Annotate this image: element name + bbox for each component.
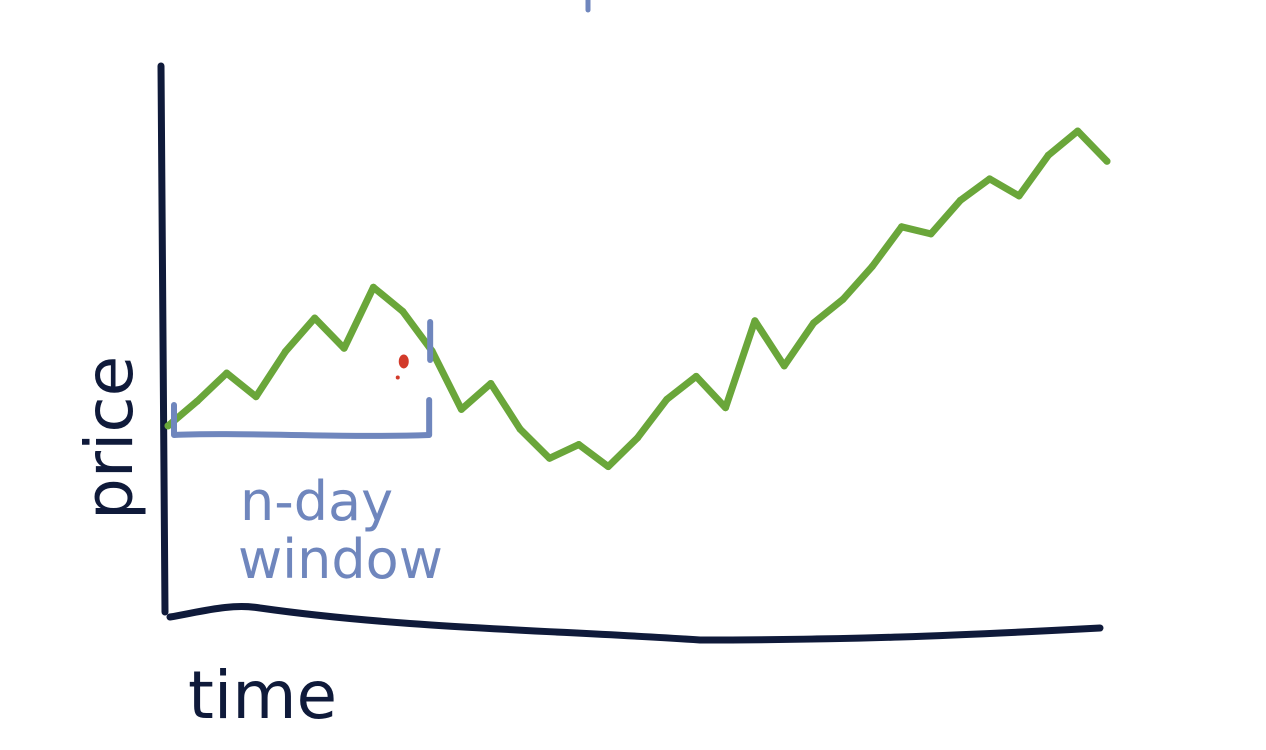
price-point	[810, 319, 818, 327]
x-axis-label: time	[188, 657, 337, 734]
window-label-line-2: window	[238, 528, 443, 591]
price-point	[1044, 151, 1052, 159]
price-point	[252, 393, 260, 401]
price-point	[780, 362, 788, 370]
price-point	[281, 348, 289, 356]
price-series-line	[164, 127, 1111, 471]
price-point	[634, 434, 641, 442]
price-point	[223, 369, 231, 377]
price-point	[369, 283, 377, 291]
price-point	[575, 441, 583, 449]
y-axis	[157, 62, 169, 616]
price-point	[986, 175, 994, 183]
series-layer	[164, 127, 1111, 471]
price-point	[868, 262, 876, 270]
price-point	[1103, 157, 1111, 165]
x-axis	[166, 603, 1104, 644]
y-axis-label: price	[71, 356, 148, 520]
price-point	[311, 314, 319, 322]
price-point	[340, 344, 348, 352]
price-point	[927, 230, 935, 238]
price-point	[956, 196, 964, 204]
price-point	[457, 405, 465, 413]
price-point	[164, 422, 172, 430]
price-point	[1074, 127, 1082, 135]
n-day-window	[171, 319, 434, 439]
price-point	[839, 295, 847, 303]
window-bracket	[171, 397, 433, 439]
price-point	[663, 395, 671, 403]
window-label-line-1: n-day	[240, 470, 393, 533]
price-point	[604, 463, 612, 471]
price-point	[193, 397, 201, 405]
window-end-marker	[398, 354, 409, 369]
price-point	[516, 425, 524, 433]
price-point	[751, 317, 759, 325]
window-end-marker-speck	[395, 375, 400, 380]
price-point	[898, 223, 906, 231]
price-point	[692, 372, 700, 380]
price-point	[722, 404, 730, 412]
price-point	[487, 380, 495, 387]
price-point	[545, 454, 553, 462]
price-point	[399, 307, 407, 315]
price-point	[1015, 192, 1023, 200]
